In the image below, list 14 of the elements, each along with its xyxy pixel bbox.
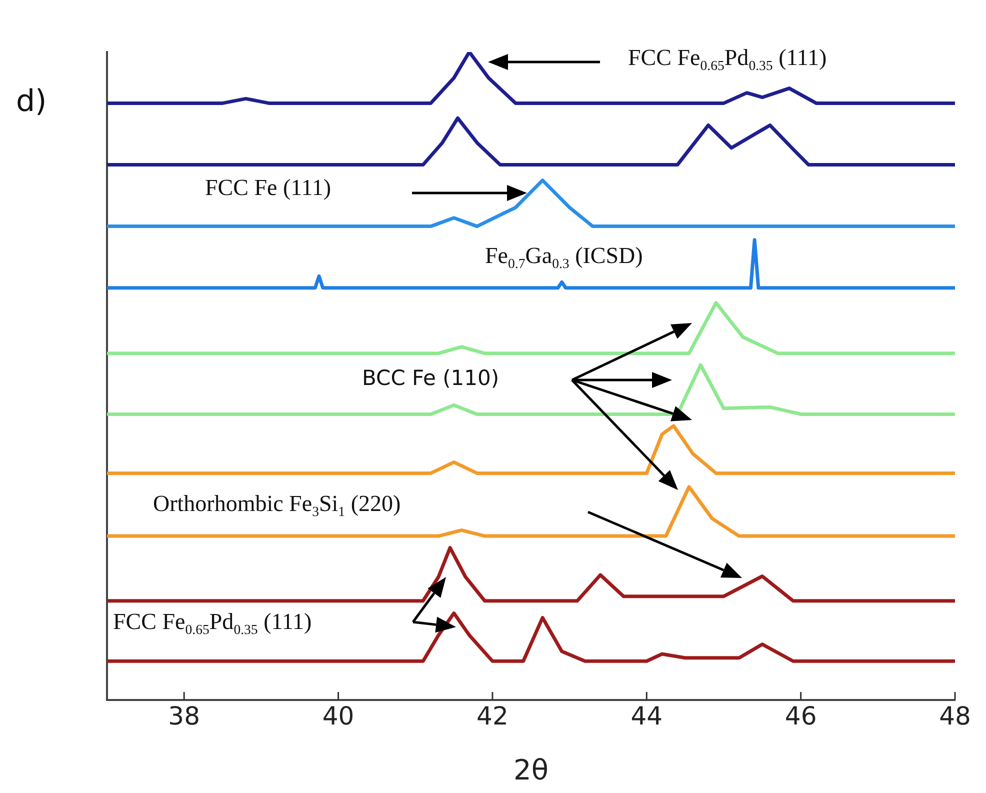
- annotation: Fe$_{0.7}$Ga$_{0.3}$ (ICSD): [485, 243, 643, 271]
- annotation: Orthorhombic Fe$_{3}$Si$_{1}$ (220): [153, 491, 401, 519]
- annotation: FCC Fe$_{0.65}$Pd$_{0.35}$ (111): [113, 609, 312, 637]
- x-axis-title: 2θ: [514, 753, 548, 786]
- annotation: BCC Fe (110): [362, 366, 500, 390]
- x-tick-label: 46: [784, 702, 817, 730]
- x-tick-label: 44: [630, 702, 663, 730]
- text: d): [16, 84, 47, 119]
- x-tick-label: 48: [939, 702, 971, 730]
- x-tick-label: 38: [168, 702, 200, 730]
- annotation: FCC Fe$_{0.65}$Pd$_{0.35}$ (111): [628, 45, 827, 73]
- annotation: FCC Fe (111): [205, 175, 332, 200]
- x-tick-label: 42: [476, 702, 508, 730]
- x-tick-label: 40: [322, 702, 354, 730]
